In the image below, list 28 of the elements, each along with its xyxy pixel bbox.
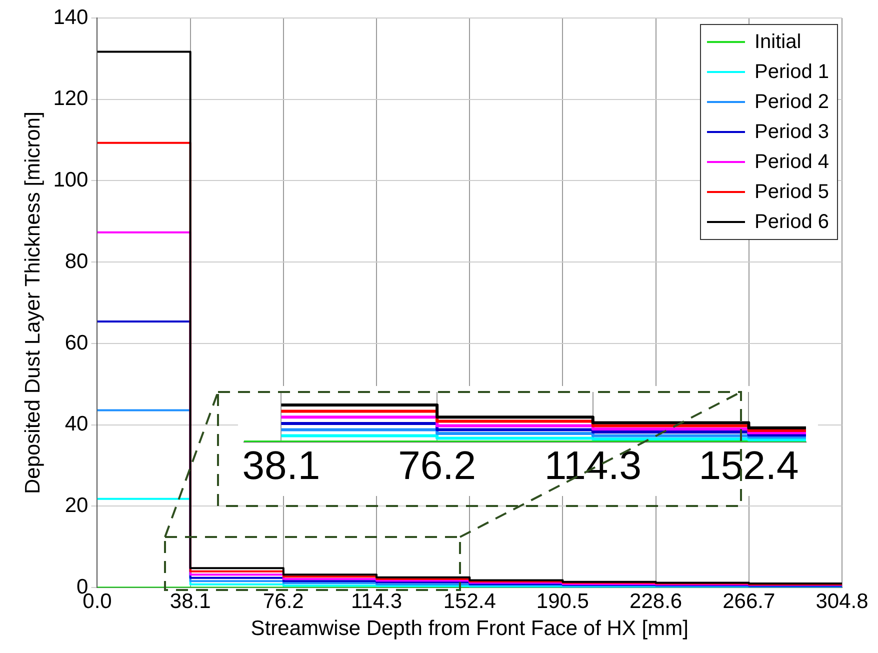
y-tick-label: 40 <box>64 412 88 436</box>
legend-label: Period 3 <box>754 120 829 145</box>
x-tick-label: 228.6 <box>630 590 682 613</box>
legend-label: Period 4 <box>754 150 829 175</box>
x-tick-label: 114.3 <box>351 590 402 613</box>
x-tick-label: 152.4 <box>698 444 799 488</box>
y-tick-label: 100 <box>53 168 88 192</box>
y-tick-label: 20 <box>64 494 88 518</box>
legend-label: Initial <box>754 30 802 55</box>
legend-label: Period 5 <box>754 180 829 205</box>
y-tick-label: 80 <box>64 250 88 273</box>
legend-label: Period 6 <box>754 210 829 235</box>
legend-label: Period 2 <box>754 90 829 115</box>
x-axis-title: Streamwise Depth from Front Face of HX [mm] <box>250 617 688 640</box>
x-tick-label: 190.5 <box>536 590 589 613</box>
y-tick-label: 140 <box>53 6 88 29</box>
x-tick-label: 38.1 <box>170 590 211 613</box>
x-tick-label: 76.2 <box>398 444 476 488</box>
x-tick-label: 266.7 <box>722 590 776 613</box>
x-tick-label: 38.1 <box>242 444 320 488</box>
legend-label: Period 1 <box>754 60 829 85</box>
x-tick-label: 152.4 <box>443 590 496 613</box>
y-tick-label: 120 <box>53 87 88 110</box>
x-tick-label: 114.3 <box>544 444 642 488</box>
x-tick-label: 76.2 <box>262 590 304 613</box>
y-tick-label: 60 <box>64 331 88 354</box>
x-tick-label: 304.8 <box>816 590 868 613</box>
y-axis-title: Deposited Dust Layer Thickness [micron] <box>21 112 44 494</box>
